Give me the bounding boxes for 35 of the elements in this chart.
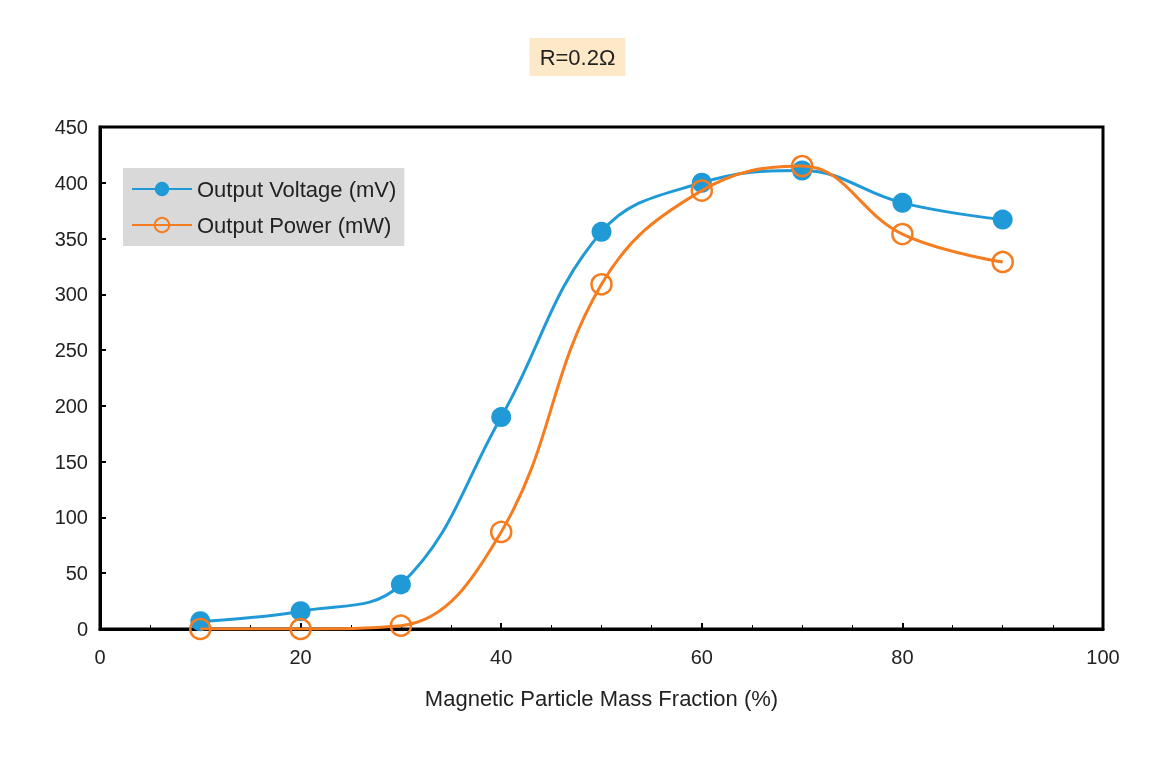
point [790, 154, 814, 178]
point [992, 209, 1013, 230]
x-axis-title: Magnetic Particle Mass Fraction (%) [424, 685, 779, 711]
point [590, 273, 613, 296]
point [892, 192, 913, 213]
point [690, 179, 714, 202]
y-tick-label: 300 [54, 283, 88, 306]
x-tick-label: 40 [490, 646, 513, 668]
point [489, 520, 513, 544]
point [591, 221, 612, 242]
x-tick-label: 80 [891, 646, 914, 668]
x-tick-label: 0 [94, 646, 106, 668]
legend-label: Output Power (mW) [197, 212, 392, 238]
legend-label: Output Voltage (mV) [197, 176, 397, 202]
y-tick-label: 350 [54, 227, 88, 250]
y-tick-label: 200 [54, 394, 88, 417]
y-tick-label: 150 [54, 450, 88, 473]
y-tick-label: 0 [76, 618, 88, 640]
point [491, 407, 512, 428]
x-tick-label: 60 [690, 646, 713, 668]
y-tick-label: 400 [54, 171, 88, 194]
y-tick-label: 100 [54, 506, 88, 529]
point [891, 222, 914, 246]
chart-title: R=0.2Ω [539, 44, 616, 70]
point [189, 617, 212, 641]
point [389, 614, 413, 637]
x-tick-label: 100 [1086, 646, 1120, 668]
y-tick-label: 250 [54, 339, 88, 362]
point [991, 250, 1014, 274]
point [290, 601, 311, 622]
point [289, 617, 312, 641]
x-tick-label: 20 [289, 646, 312, 668]
y-tick-label: 450 [54, 116, 88, 138]
point [390, 574, 411, 595]
y-tick-label: 50 [65, 562, 88, 585]
